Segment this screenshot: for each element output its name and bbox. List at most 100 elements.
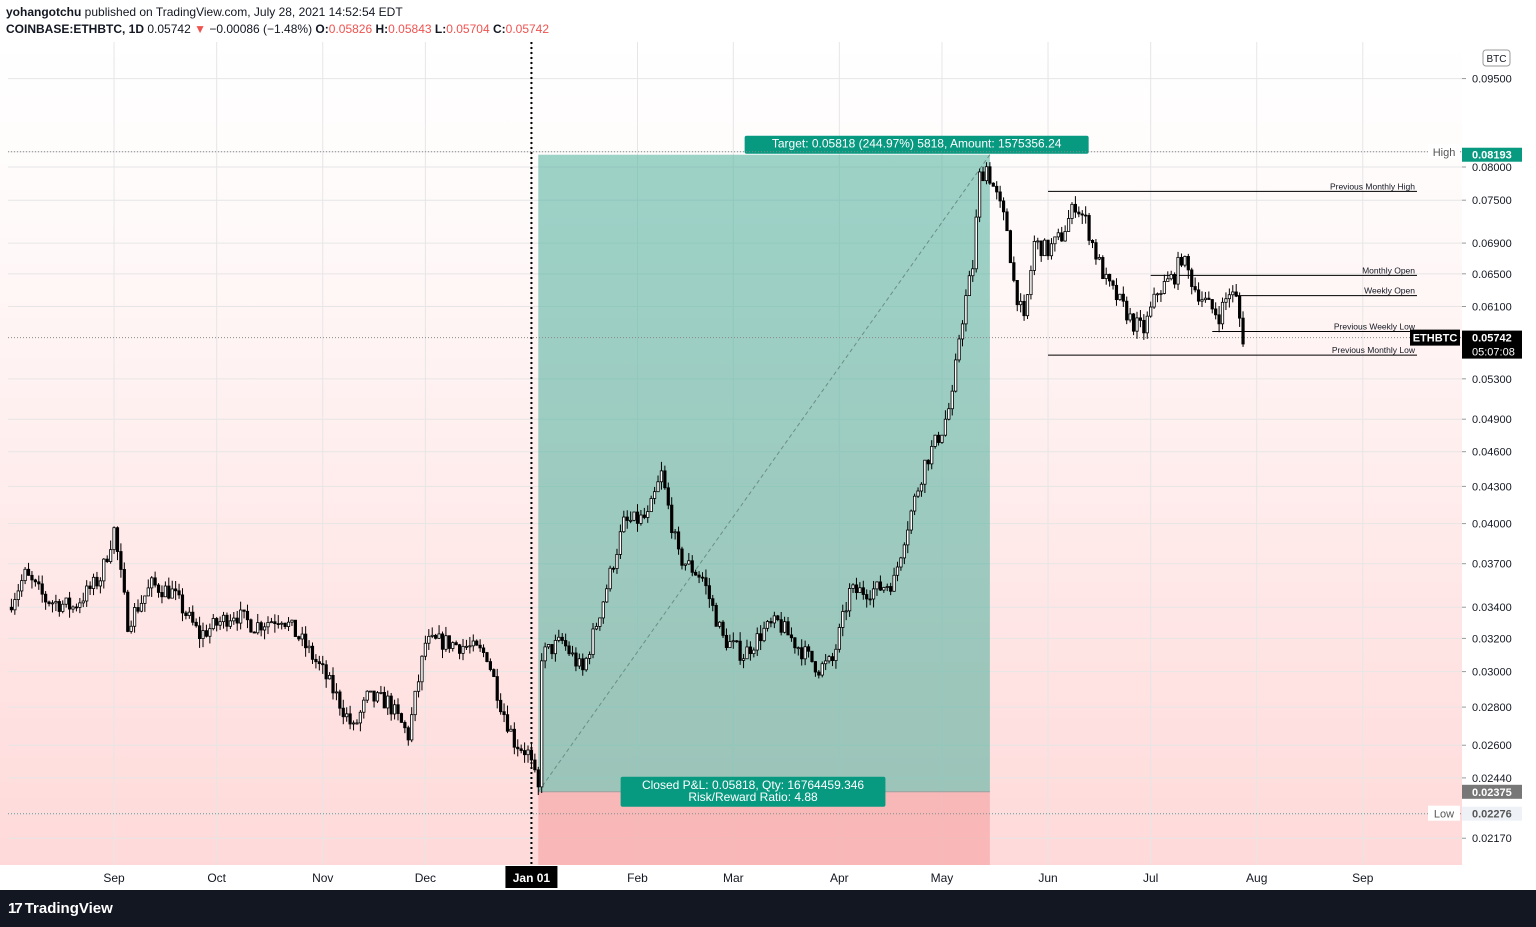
candle-body [656,481,660,493]
price-tick-label: 0.09500 [1472,74,1512,86]
candle [64,597,68,608]
candle-body [858,587,862,594]
time-tick-label: Feb [627,871,648,885]
candle [1200,291,1204,308]
candle [1063,225,1067,242]
symbol-line[interactable]: COINBASE:ETHBTC, 1D [6,22,145,36]
candle [365,690,369,703]
candle [1159,290,1163,302]
down-arrow-icon: ▼ [194,22,206,36]
candle-body [779,619,783,633]
price-axis[interactable]: 0.095000.082400.080000.075000.069000.065… [1462,42,1536,865]
candle-body [485,652,489,662]
candle [1008,229,1013,264]
candle [642,507,646,520]
author-name[interactable]: yohangotchu [6,5,82,19]
long-position-tool[interactable]: Target: 0.05818 (244.97%) 5818, Amount: … [537,135,1089,865]
horizontal-levels[interactable]: Previous Monthly High Monthly Open Weekly … [8,151,1462,815]
candle [1227,288,1231,308]
candle [889,582,893,596]
currency-badge[interactable]: BTC [1482,49,1511,67]
candle-body [492,669,496,677]
candle-body [772,615,776,624]
candle [752,647,756,658]
candle [625,510,629,529]
candle-body [906,529,910,546]
candle-body [249,619,253,633]
candle [509,725,513,732]
candle [362,697,366,719]
candle [960,320,965,347]
candle [1101,255,1105,280]
price-axis-bg [1462,42,1536,865]
candle-body [1005,211,1009,232]
candle [1114,278,1119,306]
candle-body [471,640,475,647]
candle [293,619,297,637]
candle [471,634,475,652]
candle-body [386,695,390,709]
candle-body [666,487,670,506]
candle-body [170,588,174,599]
candle [577,653,581,669]
candle-body [509,728,513,732]
candle-body [984,166,989,182]
candle [1166,271,1170,282]
candle [444,626,448,652]
candle [266,616,270,635]
candle-body [1162,281,1166,294]
candle-body [697,574,701,578]
candle-body [64,597,68,605]
candle-body [109,549,113,562]
candle-body [194,621,198,627]
candle-body [769,621,773,624]
candle [936,431,941,446]
candle-body [372,690,376,702]
pnl-label[interactable]: Closed P&L: 0.05818, Qty: 16764459.346Ri… [620,776,886,807]
candle-body [936,434,941,443]
candle-body [882,587,886,591]
candle-body [523,750,527,756]
candle [608,565,612,592]
candle-body [943,418,947,436]
candle [916,487,920,499]
candle [386,690,390,715]
close-value: 0.05742 [505,22,550,36]
candle-body [218,621,222,626]
candle-body [995,185,999,193]
tradingview-logo[interactable]: 17 TradingView [8,900,113,917]
time-axis[interactable]: Sep Oct Nov Dec Jan 01 Feb Mar Apr May Jun Jul Aug S… [0,865,1536,890]
target-label[interactable]: Target: 0.05818 (244.97%) 5818, Amount: … [744,135,1089,154]
candle [375,691,380,704]
candle-body [1193,286,1197,291]
candle [47,600,51,607]
candle-body [420,655,424,683]
candle [447,635,451,653]
candle-body [1029,270,1033,296]
candle-body [724,635,729,649]
candle [1210,299,1214,314]
candle-body [276,623,280,625]
candle-body [410,714,414,741]
candle [273,614,277,633]
candle [310,642,315,664]
candle-body [1056,232,1060,238]
axis-corner [1462,865,1536,890]
candle-body [574,652,578,667]
time-tick-label: May [931,871,954,885]
profit-zone[interactable] [538,154,990,792]
candle-body [78,602,82,608]
open-value: 0.05826 [328,22,373,36]
candle [974,209,978,273]
candle [796,646,800,656]
candle [711,594,715,612]
candle [177,583,181,599]
candle [396,698,400,721]
candle-body [529,749,534,761]
candle-body [57,601,61,612]
candle-body [567,645,571,655]
candle-body [591,628,595,655]
candle [67,591,72,618]
candle-body [1032,241,1036,271]
